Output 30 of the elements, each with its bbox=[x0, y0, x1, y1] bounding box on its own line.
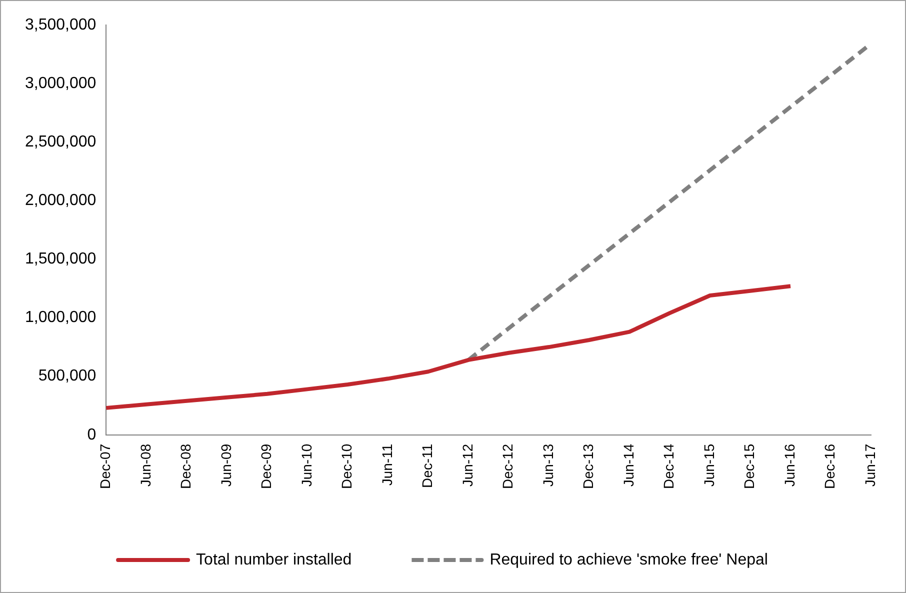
x-tick-label: Jun-16 bbox=[781, 444, 798, 487]
x-tick-label: Dec-16 bbox=[822, 444, 838, 490]
x-tick-label: Dec-09 bbox=[258, 444, 274, 490]
x-tick-label: Jun-08 bbox=[137, 444, 154, 487]
y-tick-label: 2,500,000 bbox=[24, 134, 96, 151]
x-tick-label: Dec-08 bbox=[178, 444, 194, 490]
x-tick-label: Jun-09 bbox=[218, 444, 234, 487]
y-tick-label: 500,000 bbox=[38, 368, 96, 385]
y-tick-label: 1,500,000 bbox=[24, 250, 96, 268]
x-tick-label: Dec-13 bbox=[580, 444, 596, 490]
y-tick-label: 3,500,000 bbox=[24, 16, 96, 34]
x-tick-label: Jun-17 bbox=[862, 444, 878, 487]
y-tick-label: 1,000,000 bbox=[24, 309, 96, 326]
x-tick-label: Dec-10 bbox=[338, 444, 355, 490]
x-tick-label: Jun-15 bbox=[700, 444, 717, 487]
y-tick-label: 0 bbox=[87, 426, 96, 444]
y-tick-label: 2,000,000 bbox=[24, 192, 96, 210]
y-tick-label: 3,000,000 bbox=[24, 74, 96, 92]
x-tick-label: Jun-10 bbox=[298, 444, 314, 487]
x-tick-label: Jun-13 bbox=[540, 444, 556, 487]
legend-label: Required to achieve 'smoke free' Nepal bbox=[490, 551, 768, 568]
x-tick-label: Dec-07 bbox=[97, 444, 114, 490]
x-tick-label: Jun-12 bbox=[459, 444, 476, 487]
legend-label: Total number installed bbox=[196, 551, 352, 568]
x-tick-label: Jun-14 bbox=[620, 444, 636, 487]
x-tick-label: Jun-11 bbox=[378, 444, 395, 486]
x-tick-label: Dec-15 bbox=[741, 444, 758, 490]
x-tick-label: Dec-14 bbox=[660, 444, 677, 490]
x-tick-label: Dec-11 bbox=[419, 444, 436, 488]
x-tick-label: Dec-12 bbox=[500, 444, 516, 490]
